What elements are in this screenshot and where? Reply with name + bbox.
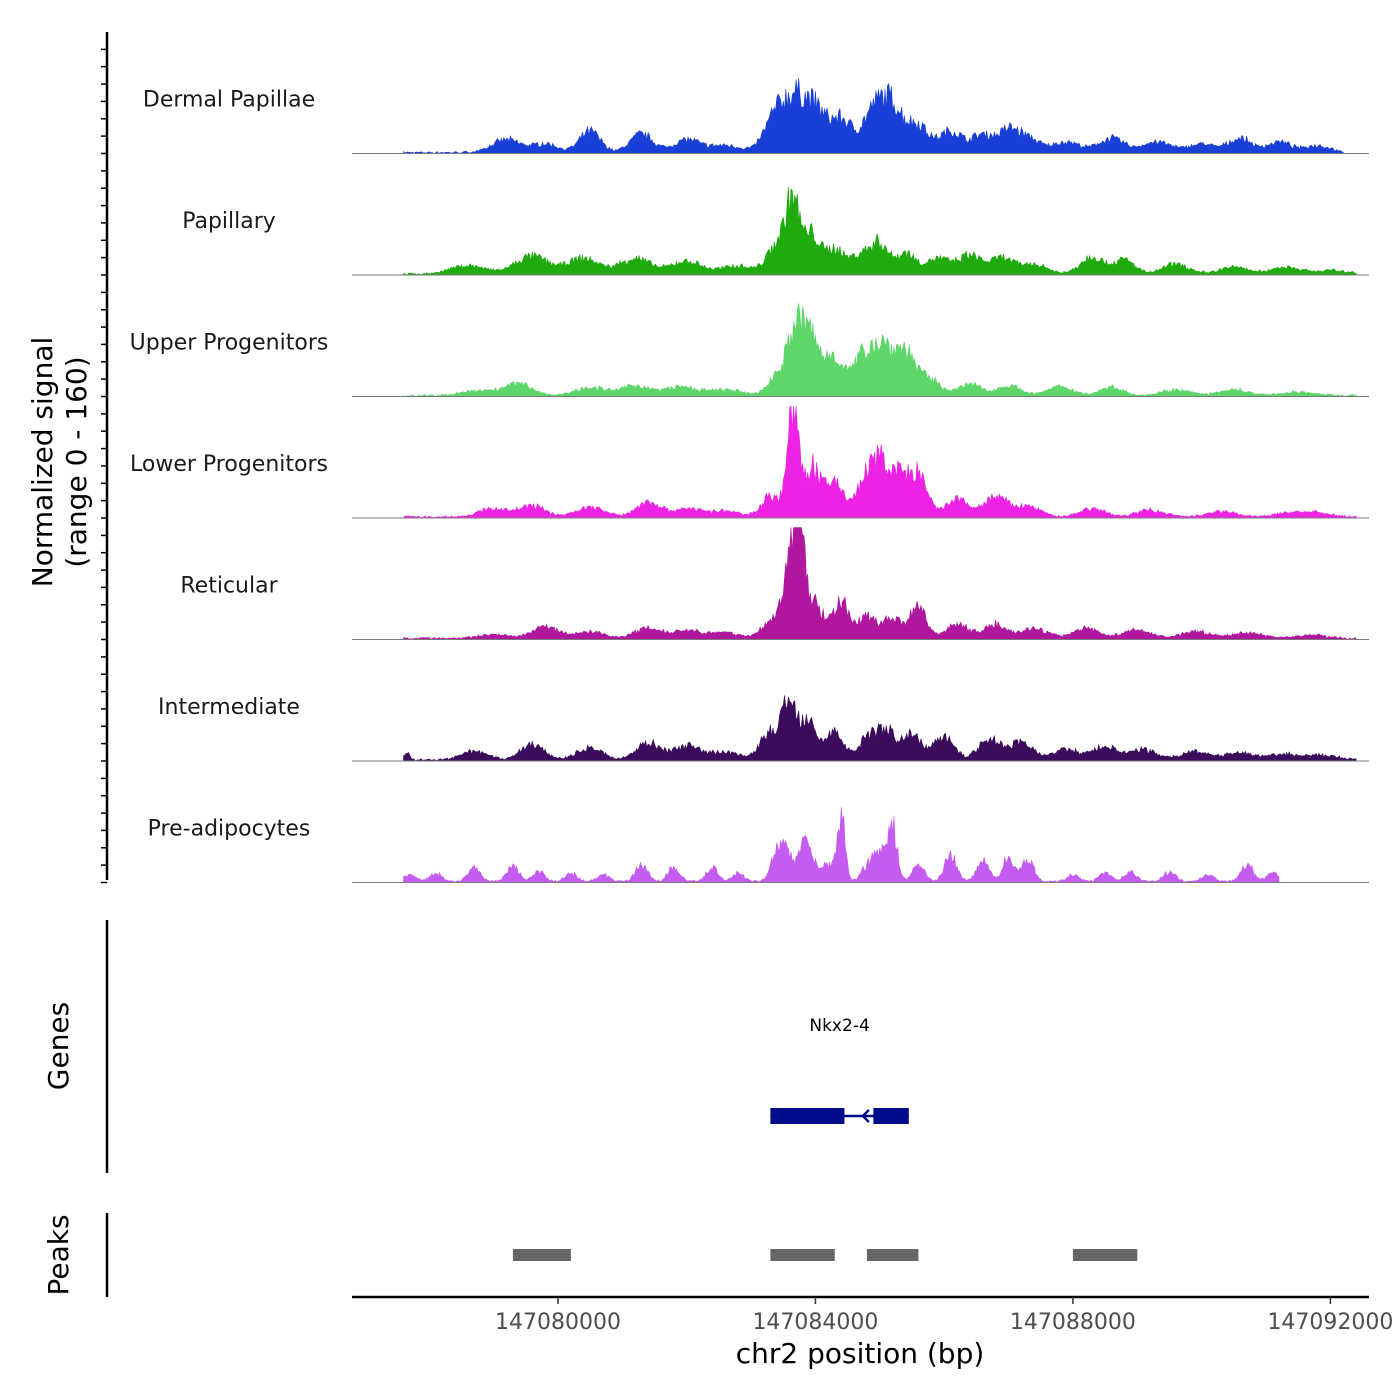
y-axis-title-line2: (range 0 - 160) <box>60 356 93 567</box>
signal-area-intermediate <box>403 695 1357 762</box>
track-label-lower-progenitors: Lower Progenitors <box>130 452 328 477</box>
track-label-intermediate: Intermediate <box>158 695 300 720</box>
signal-area-dermal-papillae <box>403 77 1344 154</box>
x-axis-ticks: 147080000 147084000 147088000 147092000 <box>495 1297 1393 1335</box>
genes-panel-label: Genes <box>42 1002 75 1090</box>
signal-area-papillary <box>403 186 1357 276</box>
track-reticular <box>352 527 1369 640</box>
strand-arrow-icon <box>861 1109 870 1123</box>
gene-models: Nkx2-4 <box>770 1016 909 1124</box>
track-labels: Dermal Papillae Papillary Upper Progenitor… <box>130 88 329 842</box>
peaks-panel-label: Peaks <box>42 1214 75 1295</box>
peak-region <box>512 1249 571 1261</box>
x-tick-label: 147088000 <box>1010 1310 1136 1335</box>
track-label-dermal-papillae: Dermal Papillae <box>143 88 315 113</box>
gene-name-label: Nkx2-4 <box>809 1016 869 1036</box>
track-label-upper-progenitors: Upper Progenitors <box>130 331 329 356</box>
coverage-tracks <box>352 77 1369 883</box>
peak-regions <box>512 1249 1138 1261</box>
x-axis-title: chr2 position (bp) <box>736 1337 985 1370</box>
gene-exon <box>873 1108 909 1124</box>
track-pre-adipocytes <box>352 807 1369 883</box>
gene-nkx2-4: Nkx2-4 <box>770 1016 909 1124</box>
track-papillary <box>352 186 1369 276</box>
peak-region <box>1072 1249 1138 1261</box>
signal-y-axis <box>101 32 109 884</box>
peak-region <box>770 1249 835 1261</box>
track-lower-progenitors <box>352 405 1369 519</box>
signal-area-upper-progenitors <box>403 303 1357 397</box>
track-label-pre-adipocytes: Pre-adipocytes <box>148 817 311 842</box>
track-upper-progenitors <box>352 303 1369 397</box>
x-tick-label: 147092000 <box>1267 1310 1393 1335</box>
peak-region <box>866 1249 919 1261</box>
gene-exon <box>770 1108 845 1124</box>
signal-area-lower-progenitors <box>403 405 1357 519</box>
signal-area-pre-adipocytes <box>403 807 1280 883</box>
x-tick-label: 147080000 <box>495 1310 621 1335</box>
track-dermal-papillae <box>352 77 1369 154</box>
signal-area-reticular <box>403 527 1357 640</box>
track-intermediate <box>352 695 1369 762</box>
track-label-papillary: Papillary <box>182 209 276 234</box>
x-tick-label: 147084000 <box>752 1310 878 1335</box>
y-axis-title-line1: Normalized signal <box>26 337 59 588</box>
track-label-reticular: Reticular <box>180 574 278 599</box>
